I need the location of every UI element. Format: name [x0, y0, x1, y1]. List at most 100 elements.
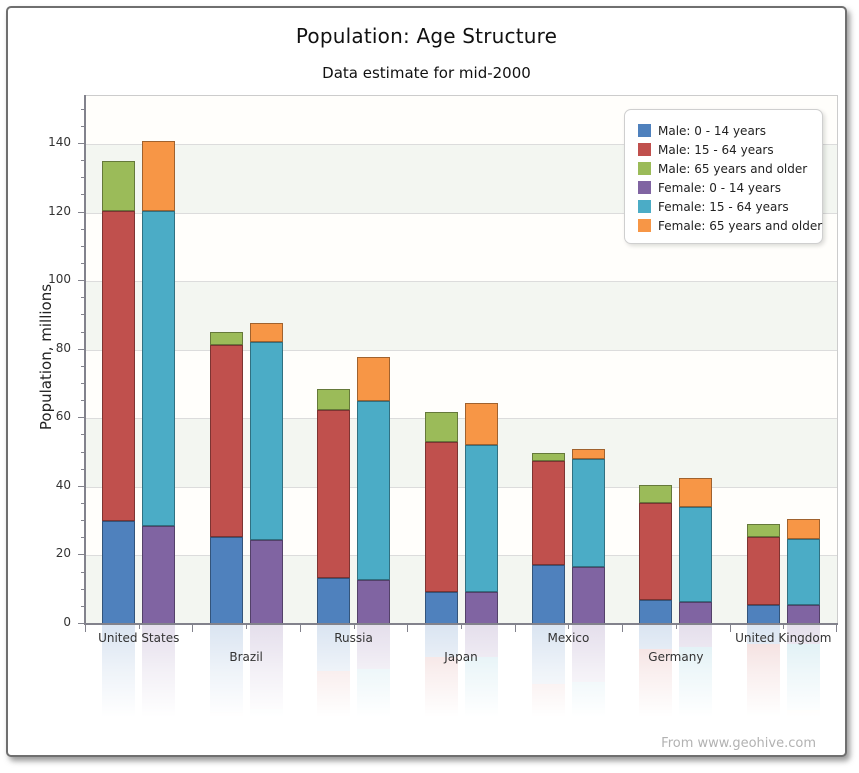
y-major-tick [78, 554, 85, 556]
bar-segment[interactable] [424, 412, 458, 442]
legend-swatch-icon [638, 143, 651, 156]
plot-area [85, 95, 838, 624]
x-major-tick [192, 625, 194, 632]
x-axis-label: Japan [444, 650, 478, 664]
bar-segment[interactable] [249, 342, 283, 540]
y-minor-tick [81, 400, 85, 402]
y-major-tick [78, 280, 85, 282]
bar-segment[interactable] [357, 357, 391, 402]
bar-segment[interactable] [571, 566, 605, 624]
bar-segment[interactable] [209, 536, 243, 624]
y-minor-tick [81, 365, 85, 367]
bar-segment[interactable] [209, 344, 243, 537]
y-minor-tick [81, 108, 85, 110]
y-tick-label: 60 [55, 409, 71, 424]
x-major-tick [622, 625, 624, 632]
legend-item[interactable]: Male: 65 years and older [638, 159, 822, 178]
legend-item[interactable]: Female: 15 - 64 years [638, 197, 822, 216]
y-tick-label: 120 [48, 203, 71, 218]
legend-item-label: Female: 15 - 64 years [658, 199, 789, 214]
y-tick-label: 140 [48, 135, 71, 149]
y-minor-tick [81, 297, 85, 299]
bar-segment[interactable] [746, 604, 780, 624]
bar-segment[interactable] [679, 602, 713, 624]
x-axis-line [84, 623, 838, 625]
bar-segment[interactable] [102, 210, 136, 522]
x-minor-tick [568, 625, 570, 629]
bar-segment[interactable] [142, 140, 176, 211]
bar-segment[interactable] [424, 591, 458, 624]
y-minor-tick [81, 331, 85, 333]
bar-segment[interactable] [786, 539, 820, 605]
gridline [85, 144, 837, 145]
x-axis-label: United Kingdom [735, 631, 832, 645]
bar-segment[interactable] [571, 459, 605, 567]
bar-segment[interactable] [142, 525, 176, 624]
bar-segment[interactable] [571, 449, 605, 460]
bar-segment[interactable] [679, 506, 713, 603]
bar-segment[interactable] [464, 445, 498, 593]
y-axis-title: Population, millions [37, 283, 55, 431]
x-major-tick [836, 625, 837, 632]
x-axis-label: Germany [648, 650, 704, 664]
x-minor-tick [783, 625, 785, 629]
legend-swatch-icon [638, 200, 651, 213]
legend-swatch-icon [638, 162, 651, 175]
bar-segment[interactable] [142, 210, 176, 526]
bar-segment[interactable] [639, 502, 673, 601]
gridline [85, 212, 837, 214]
y-minor-tick [81, 588, 85, 590]
x-major-tick [514, 625, 516, 632]
gridline [85, 486, 837, 488]
bar-segment[interactable] [209, 331, 243, 345]
legend-item[interactable]: Male: 0 - 14 years [638, 121, 822, 140]
bar-segment[interactable] [464, 402, 498, 445]
bar-segment[interactable] [317, 410, 351, 579]
bar-segment[interactable] [249, 539, 283, 624]
bar-segment[interactable] [531, 565, 565, 624]
legend-item-label: Female: 65 years and older [658, 218, 823, 233]
legend-item[interactable]: Female: 65 years and older [638, 216, 822, 235]
legend-item-label: Male: 0 - 14 years [658, 123, 766, 138]
bar-segment[interactable] [786, 519, 820, 540]
gridline [85, 281, 837, 283]
bar-segment[interactable] [746, 537, 780, 605]
plot-band [85, 486, 837, 556]
y-minor-tick [81, 125, 85, 127]
legend-item[interactable]: Female: 0 - 14 years [638, 178, 822, 197]
bar-segment[interactable] [317, 389, 351, 411]
x-minor-tick [461, 625, 462, 629]
gridline [85, 349, 837, 351]
bar-segment[interactable] [639, 484, 673, 503]
bar-segment[interactable] [531, 453, 565, 461]
gridline [85, 555, 837, 557]
y-tick-label: 80 [55, 340, 71, 355]
bar-segment[interactable] [679, 478, 713, 507]
y-minor-tick [81, 177, 85, 179]
bar-segment[interactable] [639, 600, 673, 624]
bar-segment[interactable] [786, 604, 820, 624]
y-tick-label: 0 [63, 615, 71, 629]
bar-segment[interactable] [357, 401, 391, 581]
bar-segment[interactable] [102, 521, 136, 624]
bar-segment[interactable] [424, 441, 458, 592]
bar-segment[interactable] [357, 580, 391, 624]
bar-segment[interactable] [531, 460, 565, 566]
bar-reflection [85, 625, 837, 725]
legend-item-label: Male: 15 - 64 years [658, 142, 774, 157]
y-minor-tick [81, 520, 85, 522]
plot-band [85, 555, 837, 624]
bar-segment[interactable] [464, 592, 498, 624]
bar-segment[interactable] [249, 322, 283, 343]
chart-container: Population: Age Structure Data estimate … [6, 6, 847, 757]
y-minor-tick [81, 451, 85, 453]
bar-segment[interactable] [746, 523, 780, 538]
bar-segment[interactable] [102, 160, 136, 211]
plot-band [85, 418, 837, 487]
y-minor-tick [81, 468, 85, 470]
legend-item[interactable]: Male: 15 - 64 years [638, 140, 822, 159]
x-minor-tick [675, 625, 677, 629]
x-minor-tick [246, 625, 248, 629]
y-major-tick [78, 143, 85, 144]
bar-segment[interactable] [317, 578, 351, 624]
